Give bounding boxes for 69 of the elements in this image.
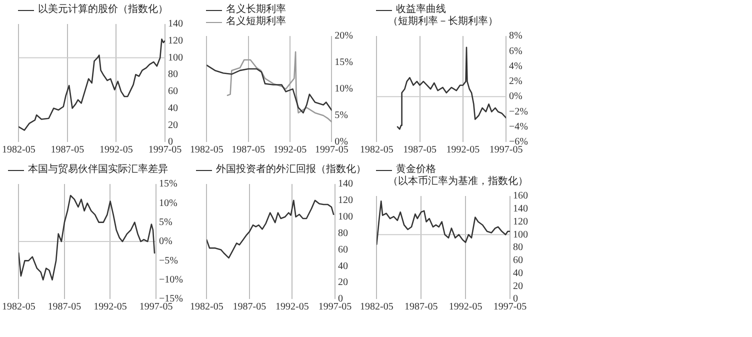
x-tick-label: 1997-05 <box>315 144 348 156</box>
x-tick-label: 1992-05 <box>273 144 307 156</box>
legend-label: 外国投资者的外汇回报（指数化） <box>216 164 366 176</box>
y-tick-label: 140 <box>338 178 353 190</box>
x-tick-label: 1992-05 <box>94 302 127 313</box>
y-tick-label: 2% <box>509 76 522 88</box>
y-tick-label: 140 <box>168 18 183 30</box>
legend-label: 名义短期利率 <box>226 16 286 28</box>
y-tick-label: 4% <box>509 60 522 72</box>
y-tick-label: −4% <box>509 121 528 132</box>
y-tick-label: 80 <box>338 228 348 239</box>
y-tick-label: 20 <box>513 280 523 292</box>
y-tick-label: 20 <box>338 277 348 288</box>
y-tick-label: 160 <box>513 190 528 202</box>
y-tick-label: 120 <box>168 35 183 46</box>
y-tick-label: 0% <box>509 91 522 102</box>
y-tick-label: 10% <box>159 198 178 209</box>
x-tick-label: 1982-05 <box>190 302 224 313</box>
chart-subtitle: （短期利率－长期利率） <box>387 16 498 28</box>
x-tick-label: 1992-05 <box>448 302 482 313</box>
x-tick-label: 1987-05 <box>403 144 436 156</box>
x-tick-label: 1987-05 <box>404 302 438 313</box>
y-tick-label: 15% <box>334 57 354 68</box>
legend-label: 收益率曲线 <box>396 4 446 16</box>
legend-label: 黄金价格 <box>396 164 436 176</box>
x-tick-label: 1987-05 <box>50 144 84 156</box>
y-tick-label: 80 <box>513 242 523 254</box>
y-tick-label: −2% <box>509 106 528 118</box>
y-tick-label: 100 <box>338 211 353 222</box>
y-tick-label: 0% <box>159 236 172 248</box>
y-tick-label: −10% <box>159 274 184 286</box>
x-tick-label: 1997-05 <box>139 302 173 313</box>
legend-label: 以美元计算的股价（指数化） <box>38 4 168 16</box>
y-tick-label: 20% <box>334 30 354 42</box>
y-tick-label: 120 <box>338 195 353 206</box>
x-tick-label: 1987-05 <box>232 302 266 313</box>
y-tick-label: 5% <box>334 110 348 122</box>
y-tick-label: 100 <box>513 229 528 240</box>
x-tick-label: 1992-05 <box>100 144 133 156</box>
x-tick-label: 1982-05 <box>360 144 394 156</box>
y-tick-label: 60 <box>168 86 178 98</box>
y-tick-label: 8% <box>509 30 522 42</box>
y-tick-label: 100 <box>168 52 183 64</box>
x-tick-label: 1992-05 <box>276 302 309 313</box>
y-tick-label: 20 <box>168 120 178 131</box>
x-tick-label: 1997-05 <box>489 144 523 156</box>
legend-label: 本国与贸易伙伴国实际汇率差异 <box>28 164 168 176</box>
x-tick-label: 1987-05 <box>48 302 82 313</box>
y-tick-label: 15% <box>159 178 178 190</box>
y-tick-label: 40 <box>513 268 523 279</box>
y-tick-label: −5% <box>159 255 178 266</box>
x-tick-label: 1987-05 <box>232 144 266 156</box>
y-tick-label: 140 <box>513 204 528 214</box>
x-tick-label: 1982-05 <box>360 302 394 313</box>
y-tick-label: 6% <box>509 46 522 57</box>
x-tick-label: 1992-05 <box>446 144 480 156</box>
chart-subtitle: （以本币汇率为基准，指数化） <box>387 176 528 188</box>
x-tick-label: 1982-05 <box>190 144 224 156</box>
y-tick-label: 120 <box>513 216 528 228</box>
y-tick-label: 40 <box>168 102 178 114</box>
y-tick-label: 5% <box>159 216 172 228</box>
x-tick-label: 1982-05 <box>2 302 36 313</box>
y-tick-label: 60 <box>513 255 523 266</box>
x-tick-label: 1982-05 <box>2 144 36 156</box>
y-tick-label: 40 <box>338 260 348 272</box>
y-tick-label: 60 <box>338 244 348 256</box>
y-tick-label: 10% <box>334 84 354 95</box>
y-tick-label: 80 <box>168 69 178 80</box>
legend-label: 名义长期利率 <box>226 4 286 16</box>
